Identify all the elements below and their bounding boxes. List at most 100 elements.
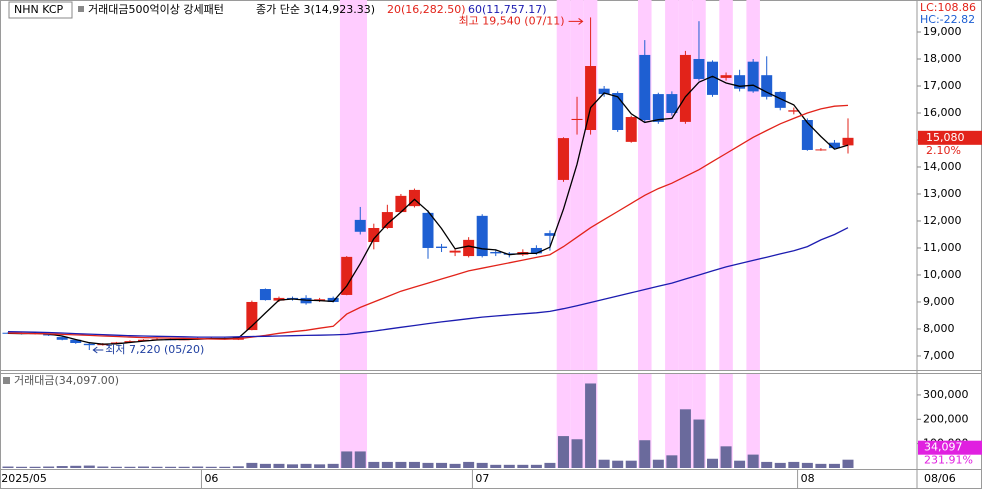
volume-bar: [110, 466, 122, 468]
volume-bar: [788, 461, 800, 468]
volume-bar: [679, 409, 691, 468]
candle-body: [571, 118, 583, 121]
candle-body: [612, 93, 624, 130]
candle-body: [761, 75, 773, 97]
volume-bar: [16, 466, 28, 468]
hc-label: HC:-22.82: [920, 13, 975, 26]
y-tick-label: 10,000: [923, 268, 962, 281]
candle-body: [381, 212, 393, 228]
x-tick-label: 08: [801, 472, 815, 485]
y-tick-label: 12,000: [923, 214, 962, 227]
candle-body: [56, 337, 68, 340]
price-change: 2.10%: [926, 144, 961, 157]
volume-bar: [219, 466, 231, 468]
volume-marker: [3, 377, 10, 384]
volume-bar: [137, 466, 149, 468]
candle-body: [774, 91, 786, 108]
candle-body: [259, 289, 271, 301]
legend-entry: 20(16,282.50): [387, 3, 466, 16]
candle-body: [124, 341, 136, 343]
volume-bar: [612, 460, 624, 468]
candle-body: [828, 142, 840, 149]
x-tick-label: 07: [475, 472, 489, 485]
legend-entry: 60(11,757.17): [468, 3, 547, 16]
volume-bar: [327, 463, 339, 468]
candle-body: [110, 342, 122, 344]
volume-bar: [368, 461, 380, 468]
pattern-band: [570, 0, 584, 370]
y-tick-label: 14,000: [923, 160, 962, 173]
volume-bar: [97, 466, 109, 468]
candle-body: [720, 75, 732, 78]
volume-bar: [408, 461, 420, 468]
candle-body: [354, 219, 366, 232]
volume-change: 231.91%: [924, 454, 973, 467]
volume-bar: [124, 466, 136, 468]
volume-bar: [232, 466, 244, 468]
y-tick-label: 300,000: [923, 388, 969, 401]
moving-average: [7, 75, 849, 345]
volume-bar: [381, 461, 393, 468]
volume-bar: [83, 465, 95, 468]
volume-bar: [544, 462, 556, 468]
candle-body: [639, 54, 651, 121]
volume-bar: [205, 466, 217, 468]
y-tick-label: 200,000: [923, 412, 969, 425]
volume-bar: [476, 462, 488, 468]
volume-bar: [56, 466, 68, 468]
pattern-band: [692, 0, 706, 370]
y-tick-label: 11,000: [923, 241, 962, 254]
volume-bar: [598, 459, 610, 468]
pattern-name: 거래대금500억이상 강세패턴: [88, 3, 224, 16]
y-tick-label: 17,000: [923, 79, 962, 92]
volume-bar: [707, 458, 719, 468]
candle-body: [463, 239, 475, 257]
x-tick-label: 2025/05: [1, 472, 47, 485]
volume-bar: [530, 464, 542, 468]
volume-bar: [463, 461, 475, 468]
candle-body: [246, 301, 258, 331]
volume-bar: [395, 461, 407, 468]
candle-body: [747, 61, 759, 92]
candle-body: [83, 343, 95, 346]
volume-bar: [557, 436, 569, 468]
volume-bar: [585, 383, 597, 468]
volume-bar: [151, 466, 163, 468]
candle-body: [734, 75, 746, 89]
volume-bar: [774, 462, 786, 468]
candle-body: [557, 138, 569, 180]
volume-bar: [341, 451, 353, 468]
low-arrow: [92, 346, 104, 354]
candle-body: [842, 137, 854, 146]
candle-body: [598, 88, 610, 95]
candle-body: [341, 256, 353, 295]
volume-bar: [43, 466, 55, 468]
volume-bar: [666, 455, 678, 468]
volume-bar: [436, 462, 448, 468]
symbol-box[interactable]: [8, 1, 73, 19]
volume-bar: [259, 463, 271, 468]
y-tick-label: 9,000: [923, 295, 955, 308]
pattern-band: [746, 0, 760, 370]
volume-bar: [801, 462, 813, 468]
pattern-band: [746, 374, 760, 468]
volume-bar: [165, 466, 177, 468]
volume-bar: [503, 464, 515, 468]
volume-bar: [246, 462, 258, 468]
volume-tag: [918, 440, 982, 455]
symbol[interactable]: NHN KCP: [14, 3, 64, 16]
lc-label: LC:108.86: [920, 1, 976, 14]
volume-bar: [747, 454, 759, 468]
volume-bar: [192, 466, 204, 468]
volume-bar: [70, 465, 82, 468]
volume-bar: [761, 461, 773, 468]
y-tick-label: 18,000: [923, 52, 962, 65]
volume-bar: [720, 446, 732, 468]
volume-bar: [734, 460, 746, 468]
candle-body: [625, 117, 637, 142]
candle-body: [679, 54, 691, 122]
y-tick-label: 8,000: [923, 322, 955, 335]
pattern-band: [719, 0, 733, 370]
volume-bar: [815, 463, 827, 468]
